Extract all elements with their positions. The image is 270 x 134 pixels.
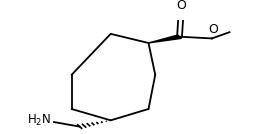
- Text: O: O: [208, 23, 218, 36]
- Text: H$_2$N: H$_2$N: [27, 113, 51, 129]
- Text: O: O: [176, 0, 186, 12]
- Polygon shape: [148, 35, 181, 43]
